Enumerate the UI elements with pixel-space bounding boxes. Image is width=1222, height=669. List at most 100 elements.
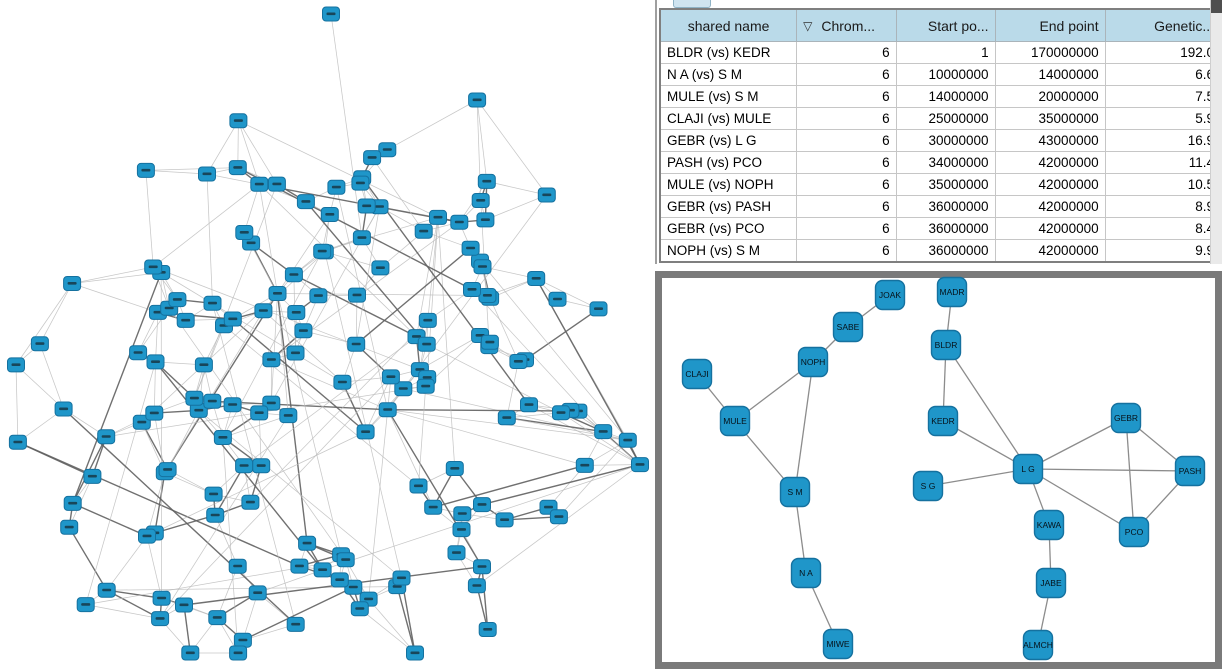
- network-node[interactable]: [175, 597, 193, 613]
- value-cell[interactable]: 42000000: [994, 195, 1106, 218]
- network-node[interactable]: [473, 559, 491, 575]
- network-node[interactable]: [208, 610, 227, 626]
- edge-name-cell[interactable]: MULE (vs) NOPH: [659, 173, 798, 196]
- network-edge-noph-s-m[interactable]: [794, 361, 814, 493]
- edge-name-cell[interactable]: CLAJI (vs) MULE: [659, 107, 798, 130]
- network-node[interactable]: [594, 424, 613, 440]
- network-node-joak[interactable]: JOAK: [874, 279, 906, 311]
- network-node[interactable]: [290, 558, 309, 574]
- network-edge-bldr-l-g[interactable]: [945, 344, 1029, 470]
- network-node[interactable]: [250, 176, 269, 192]
- network-node[interactable]: [223, 311, 242, 327]
- value-cell[interactable]: 6: [796, 129, 897, 152]
- network-node[interactable]: [194, 357, 213, 373]
- value-cell[interactable]: 36000000: [895, 217, 996, 240]
- network-node[interactable]: [418, 312, 437, 328]
- network-node[interactable]: [447, 545, 466, 561]
- value-cell[interactable]: 35000000: [895, 173, 996, 196]
- network-node-n-a[interactable]: N A: [790, 557, 822, 589]
- network-node-almch[interactable]: ALMCH: [1022, 629, 1054, 661]
- network-node[interactable]: [262, 352, 281, 368]
- network-node[interactable]: [461, 240, 480, 256]
- network-node[interactable]: [363, 150, 382, 166]
- network-node[interactable]: [327, 179, 346, 195]
- network-node[interactable]: [322, 6, 340, 22]
- network-node[interactable]: [229, 113, 248, 129]
- network-node[interactable]: [549, 509, 568, 525]
- network-node[interactable]: [348, 287, 366, 303]
- column-header-genetic[interactable]: Genetic...: [1104, 8, 1222, 42]
- network-node[interactable]: [97, 582, 116, 598]
- network-node[interactable]: [213, 430, 232, 445]
- network-node-sabe[interactable]: SABE: [832, 311, 864, 343]
- network-node-s-g[interactable]: S G: [912, 470, 944, 502]
- network-node[interactable]: [7, 357, 25, 373]
- network-node[interactable]: [320, 207, 339, 222]
- table-row[interactable]: BLDR (vs) KEDR 6 1 170000000 192.0: [659, 41, 1222, 64]
- network-node[interactable]: [152, 590, 171, 606]
- table-row[interactable]: CLAJI (vs) MULE 6 25000000 35000000 5.9: [659, 107, 1222, 130]
- network-node[interactable]: [83, 468, 102, 484]
- value-cell[interactable]: 36000000: [895, 239, 996, 263]
- network-node[interactable]: [392, 570, 411, 586]
- value-cell[interactable]: 6: [796, 173, 897, 196]
- network-node[interactable]: [250, 405, 269, 421]
- value-cell[interactable]: 1: [895, 41, 996, 64]
- network-node[interactable]: [168, 292, 187, 308]
- network-node[interactable]: [417, 336, 436, 352]
- network-node[interactable]: [313, 243, 332, 259]
- network-node[interactable]: [347, 336, 366, 352]
- network-node[interactable]: [467, 578, 486, 594]
- column-header-start-po[interactable]: Start po...: [895, 8, 996, 42]
- network-node[interactable]: [414, 223, 433, 239]
- network-node[interactable]: [356, 424, 375, 440]
- network-node[interactable]: [394, 381, 413, 397]
- value-cell[interactable]: 10000000: [895, 63, 996, 86]
- network-node[interactable]: [631, 457, 649, 473]
- network-node[interactable]: [495, 512, 514, 528]
- network-node[interactable]: [445, 461, 464, 476]
- network-node[interactable]: [132, 414, 151, 430]
- network-node-kawa[interactable]: KAWA: [1033, 509, 1065, 541]
- network-node[interactable]: [181, 645, 200, 661]
- network-node[interactable]: [204, 486, 223, 502]
- value-cell[interactable]: 7.5: [1104, 85, 1222, 108]
- table-row[interactable]: GEBR (vs) L G 6 30000000 43000000 16.9: [659, 129, 1222, 152]
- value-cell[interactable]: 8.9: [1104, 195, 1222, 218]
- network-node[interactable]: [228, 160, 247, 176]
- value-cell[interactable]: 6: [796, 239, 897, 263]
- network-node[interactable]: [145, 405, 164, 421]
- value-cell[interactable]: 170000000: [994, 41, 1106, 64]
- network-node[interactable]: [618, 432, 637, 448]
- network-node[interactable]: [286, 616, 305, 632]
- network-node[interactable]: [406, 645, 424, 661]
- value-cell[interactable]: 35000000: [994, 107, 1106, 130]
- network-node[interactable]: [97, 429, 116, 445]
- network-node[interactable]: [378, 402, 397, 418]
- value-cell[interactable]: 42000000: [994, 217, 1106, 240]
- value-cell[interactable]: 192.0: [1104, 41, 1222, 64]
- network-node-pco[interactable]: PCO: [1118, 516, 1150, 548]
- network-node[interactable]: [185, 390, 204, 406]
- network-node[interactable]: [476, 212, 495, 228]
- network-node[interactable]: [198, 166, 216, 182]
- network-edge-l-g-pash[interactable]: [1027, 468, 1191, 472]
- network-node[interactable]: [468, 92, 487, 108]
- network-node[interactable]: [478, 288, 497, 303]
- network-node[interactable]: [248, 585, 267, 601]
- network-node[interactable]: [520, 397, 538, 413]
- network-node[interactable]: [267, 176, 286, 192]
- network-node[interactable]: [63, 276, 82, 291]
- network-node[interactable]: [333, 374, 352, 390]
- network-node[interactable]: [60, 519, 79, 535]
- network-node[interactable]: [497, 410, 516, 426]
- network-node[interactable]: [241, 494, 260, 510]
- edge-name-cell[interactable]: PASH (vs) PCO: [659, 151, 798, 174]
- filter-icon[interactable]: ▽: [803, 18, 813, 33]
- network-node[interactable]: [136, 162, 155, 178]
- network-node-gebr[interactable]: GEBR: [1110, 402, 1142, 434]
- network-node-l-g[interactable]: L G: [1012, 453, 1044, 485]
- network-node[interactable]: [254, 303, 273, 319]
- value-cell[interactable]: 42000000: [994, 173, 1106, 196]
- network-node[interactable]: [298, 535, 317, 551]
